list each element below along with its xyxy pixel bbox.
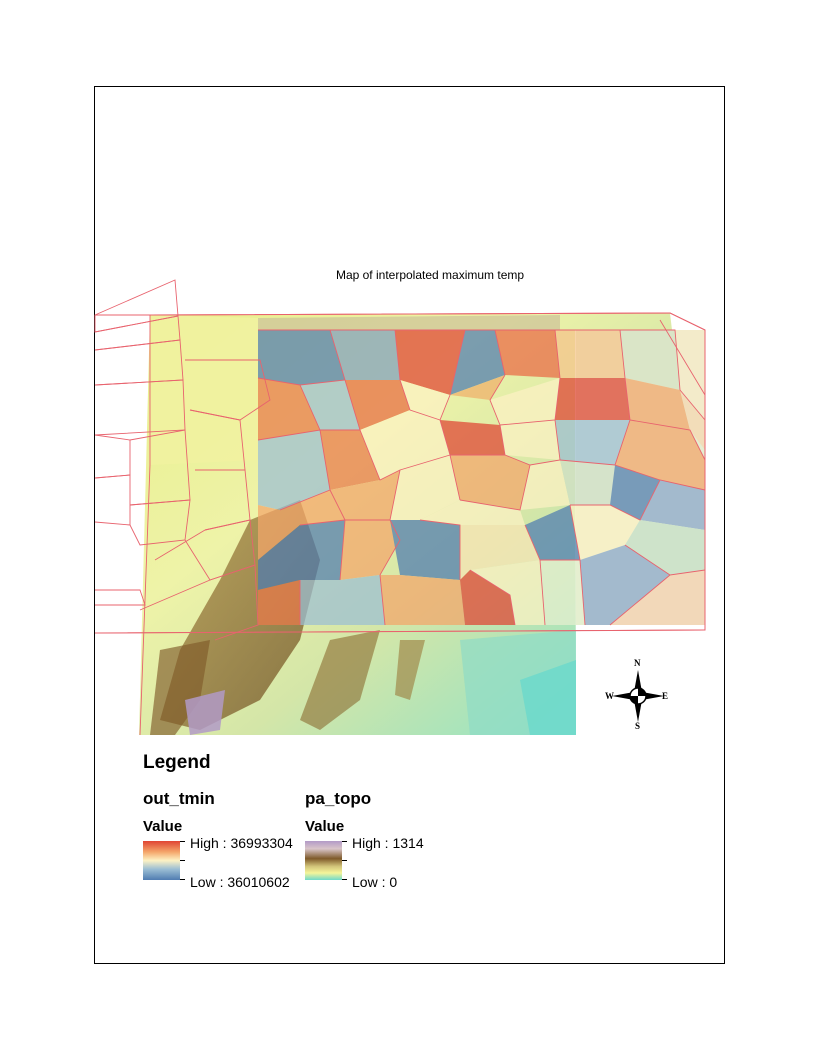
ramp-ticks <box>180 841 186 880</box>
ramp-ticks <box>342 841 348 880</box>
map-title: Map of interpolated maximum temp <box>335 268 525 282</box>
layout-frame <box>94 86 725 964</box>
north-label: N <box>634 658 641 668</box>
north-arrow: N S E W <box>604 658 672 731</box>
legend-low-label: Low : 36010602 <box>190 874 290 890</box>
color-ramp <box>143 841 180 880</box>
legend-high-label: High : 1314 <box>352 835 424 851</box>
state-outline <box>94 312 706 634</box>
temperature-raster-layer <box>258 330 705 625</box>
legend-layer-name: pa_topo <box>305 789 372 808</box>
legend-title: Legend <box>143 752 211 773</box>
legend-value-label: Value <box>143 818 183 835</box>
west-label: W <box>605 691 614 701</box>
legend-layer-name: out_tmin <box>143 789 215 808</box>
legend-high-label: High : 36993304 <box>190 835 293 851</box>
legend-value-label: Value <box>305 818 345 835</box>
legend-low-label: Low : 0 <box>352 874 398 890</box>
color-ramp <box>305 841 342 880</box>
compass-rose-icon <box>612 670 664 722</box>
east-label: E <box>662 691 669 701</box>
south-label: S <box>635 721 641 731</box>
